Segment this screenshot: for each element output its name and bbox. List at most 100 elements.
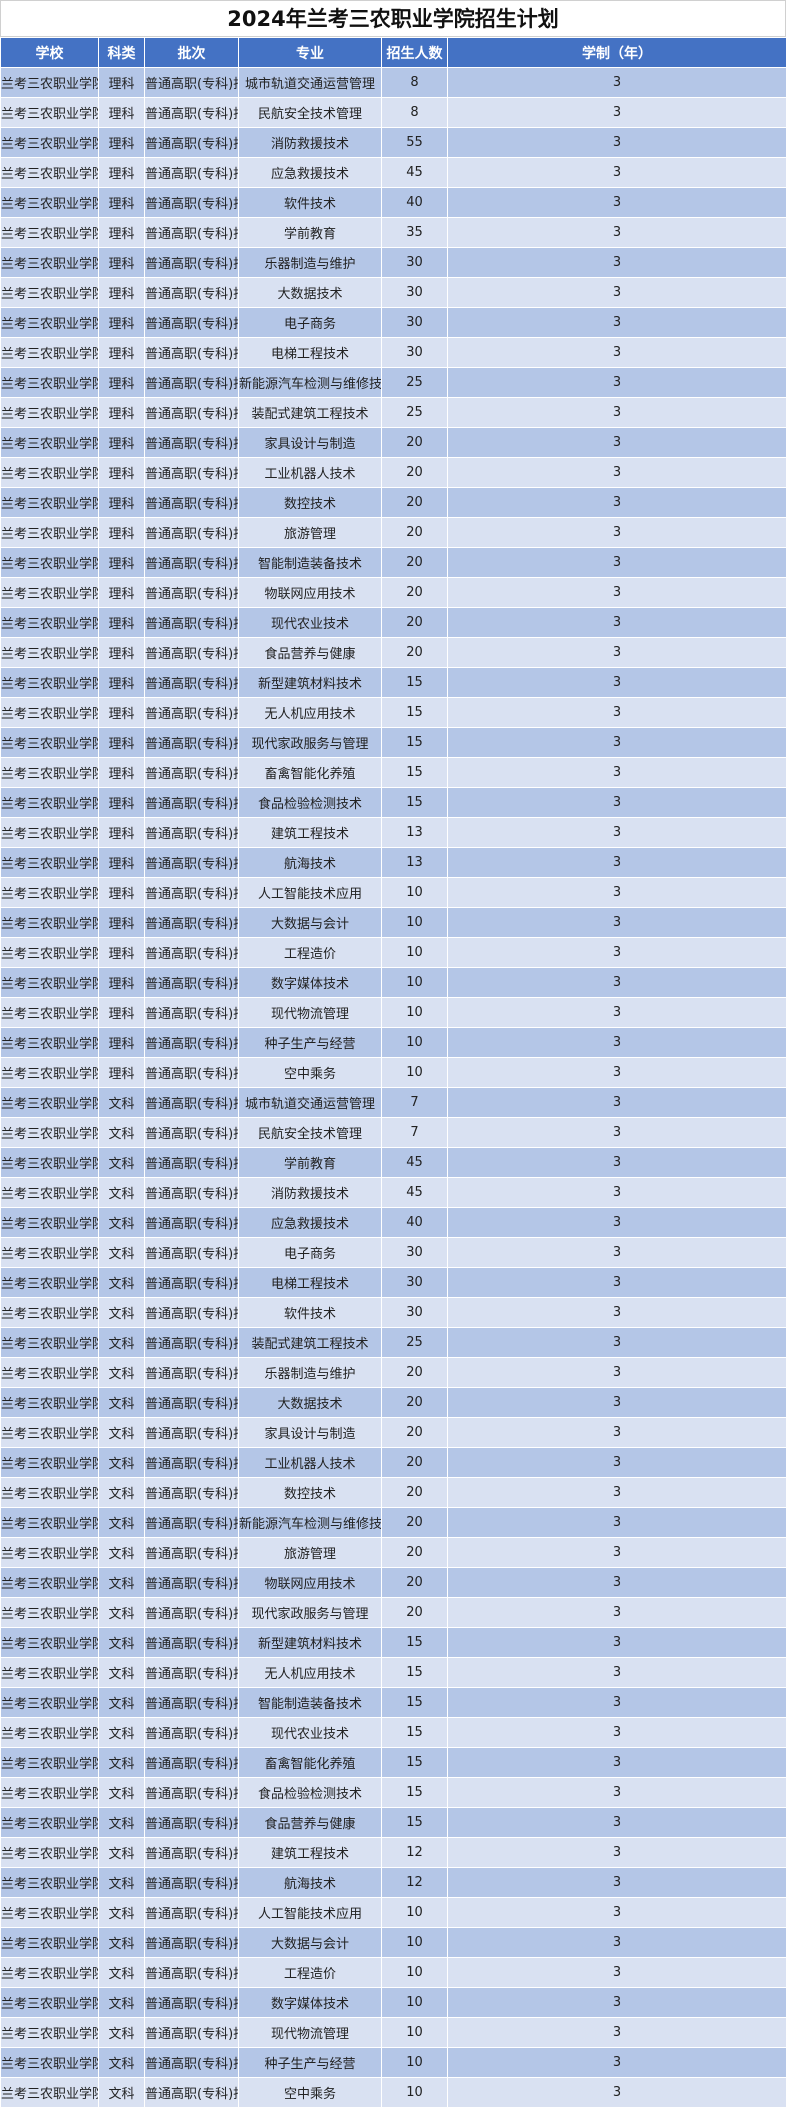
- cell-enrollment: 8: [381, 67, 448, 98]
- cell-batch: 普通高职(专科)批: [144, 2077, 239, 2108]
- cell-enrollment: 30: [381, 1237, 448, 1268]
- cell-school: 兰考三农职业学院: [0, 1927, 99, 1958]
- cell-major: 食品检验检测技术: [238, 787, 382, 818]
- cell-category: 文科: [98, 1147, 145, 1178]
- cell-school: 兰考三农职业学院: [0, 1117, 99, 1148]
- table-row: 兰考三农职业学院 文科 普通高职(专科)批 学前教育 45 3: [0, 1147, 786, 1178]
- table-row: 兰考三农职业学院 理科 普通高职(专科)批 种子生产与经营 10 3: [0, 1027, 786, 1058]
- table-row: 兰考三农职业学院 理科 普通高职(专科)批 航海技术 13 3: [0, 847, 786, 878]
- column-header-batch: 批次: [144, 37, 239, 68]
- cell-school: 兰考三农职业学院: [0, 1177, 99, 1208]
- cell-school: 兰考三农职业学院: [0, 1627, 99, 1658]
- cell-enrollment: 20: [381, 1477, 448, 1508]
- cell-major: 建筑工程技术: [238, 1837, 382, 1868]
- cell-batch: 普通高职(专科)批: [144, 1927, 239, 1958]
- cell-enrollment: 10: [381, 907, 448, 938]
- table-row: 兰考三农职业学院 理科 普通高职(专科)批 大数据技术 30 3: [0, 277, 786, 308]
- cell-batch: 普通高职(专科)批: [144, 1417, 239, 1448]
- cell-duration: 3: [447, 667, 786, 698]
- cell-enrollment: 10: [381, 2077, 448, 2108]
- cell-enrollment: 25: [381, 1327, 448, 1358]
- table-row: 兰考三农职业学院 文科 普通高职(专科)批 家具设计与制造 20 3: [0, 1417, 786, 1448]
- cell-major: 新型建筑材料技术: [238, 1627, 382, 1658]
- table-row: 兰考三农职业学院 文科 普通高职(专科)批 消防救援技术 45 3: [0, 1177, 786, 1208]
- cell-major: 乐器制造与维护: [238, 247, 382, 278]
- cell-school: 兰考三农职业学院: [0, 937, 99, 968]
- cell-batch: 普通高职(专科)批: [144, 1777, 239, 1808]
- cell-batch: 普通高职(专科)批: [144, 127, 239, 158]
- cell-duration: 3: [447, 1597, 786, 1628]
- cell-enrollment: 15: [381, 697, 448, 728]
- cell-category: 文科: [98, 1207, 145, 1238]
- cell-school: 兰考三农职业学院: [0, 307, 99, 338]
- cell-duration: 3: [447, 1777, 786, 1808]
- cell-duration: 3: [447, 1357, 786, 1388]
- cell-school: 兰考三农职业学院: [0, 817, 99, 848]
- cell-duration: 3: [447, 607, 786, 638]
- cell-major: 大数据与会计: [238, 1927, 382, 1958]
- cell-batch: 普通高职(专科)批: [144, 337, 239, 368]
- cell-school: 兰考三农职业学院: [0, 877, 99, 908]
- cell-major: 新能源汽车检测与维修技术: [238, 1507, 382, 1538]
- cell-batch: 普通高职(专科)批: [144, 427, 239, 458]
- cell-batch: 普通高职(专科)批: [144, 1627, 239, 1658]
- cell-major: 旅游管理: [238, 517, 382, 548]
- cell-batch: 普通高职(专科)批: [144, 607, 239, 638]
- cell-enrollment: 10: [381, 997, 448, 1028]
- cell-duration: 3: [447, 757, 786, 788]
- cell-category: 文科: [98, 1387, 145, 1418]
- cell-category: 文科: [98, 1687, 145, 1718]
- cell-school: 兰考三农职业学院: [0, 1417, 99, 1448]
- table-row: 兰考三农职业学院 理科 普通高职(专科)批 电子商务 30 3: [0, 307, 786, 338]
- cell-batch: 普通高职(专科)批: [144, 1597, 239, 1628]
- column-header-school: 学校: [0, 37, 99, 68]
- table-row: 兰考三农职业学院 文科 普通高职(专科)批 建筑工程技术 12 3: [0, 1837, 786, 1868]
- cell-batch: 普通高职(专科)批: [144, 1237, 239, 1268]
- cell-category: 文科: [98, 1507, 145, 1538]
- cell-duration: 3: [447, 1207, 786, 1238]
- cell-duration: 3: [447, 367, 786, 398]
- cell-category: 理科: [98, 1027, 145, 1058]
- cell-enrollment: 20: [381, 577, 448, 608]
- cell-enrollment: 7: [381, 1087, 448, 1118]
- cell-major: 装配式建筑工程技术: [238, 397, 382, 428]
- cell-enrollment: 15: [381, 1717, 448, 1748]
- cell-duration: 3: [447, 1657, 786, 1688]
- cell-major: 软件技术: [238, 1297, 382, 1328]
- table-row: 兰考三农职业学院 文科 普通高职(专科)批 空中乘务 10 3: [0, 2077, 786, 2108]
- cell-major: 数控技术: [238, 1477, 382, 1508]
- cell-major: 无人机应用技术: [238, 1657, 382, 1688]
- cell-batch: 普通高职(专科)批: [144, 997, 239, 1028]
- cell-enrollment: 45: [381, 157, 448, 188]
- cell-school: 兰考三农职业学院: [0, 1087, 99, 1118]
- cell-major: 消防救援技术: [238, 127, 382, 158]
- cell-school: 兰考三农职业学院: [0, 157, 99, 188]
- cell-batch: 普通高职(专科)批: [144, 1117, 239, 1148]
- cell-school: 兰考三农职业学院: [0, 1507, 99, 1538]
- cell-category: 理科: [98, 67, 145, 98]
- cell-school: 兰考三农职业学院: [0, 607, 99, 638]
- cell-batch: 普通高职(专科)批: [144, 2047, 239, 2078]
- cell-enrollment: 10: [381, 1927, 448, 1958]
- cell-duration: 3: [447, 97, 786, 128]
- cell-major: 装配式建筑工程技术: [238, 1327, 382, 1358]
- cell-school: 兰考三农职业学院: [0, 577, 99, 608]
- cell-enrollment: 15: [381, 1777, 448, 1808]
- cell-category: 文科: [98, 1267, 145, 1298]
- cell-school: 兰考三农职业学院: [0, 1597, 99, 1628]
- cell-category: 文科: [98, 1927, 145, 1958]
- cell-major: 电子商务: [238, 1237, 382, 1268]
- cell-major: 现代物流管理: [238, 997, 382, 1028]
- table-row: 兰考三农职业学院 理科 普通高职(专科)批 智能制造装备技术 20 3: [0, 547, 786, 578]
- cell-category: 理科: [98, 217, 145, 248]
- table-row: 兰考三农职业学院 文科 普通高职(专科)批 新能源汽车检测与维修技术 20 3: [0, 1507, 786, 1538]
- cell-school: 兰考三农职业学院: [0, 1057, 99, 1088]
- cell-category: 理科: [98, 907, 145, 938]
- cell-enrollment: 12: [381, 1867, 448, 1898]
- table-row: 兰考三农职业学院 文科 普通高职(专科)批 装配式建筑工程技术 25 3: [0, 1327, 786, 1358]
- cell-batch: 普通高职(专科)批: [144, 1897, 239, 1928]
- cell-school: 兰考三农职业学院: [0, 997, 99, 1028]
- cell-major: 新型建筑材料技术: [238, 667, 382, 698]
- cell-enrollment: 30: [381, 307, 448, 338]
- cell-duration: 3: [447, 877, 786, 908]
